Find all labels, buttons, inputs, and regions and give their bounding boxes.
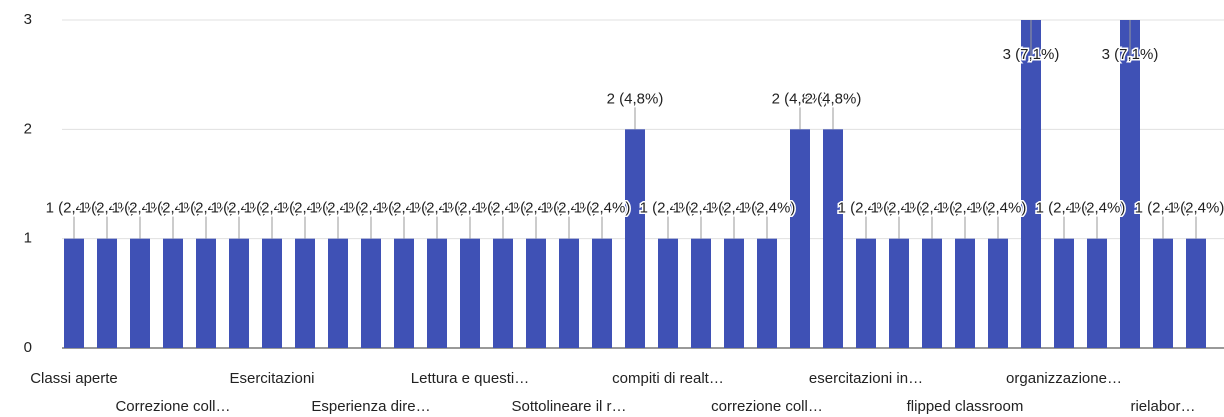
bar	[559, 238, 579, 348]
bar	[1120, 20, 1140, 348]
data-label: 1 (2,4%)	[1036, 200, 1093, 217]
bar	[658, 238, 678, 348]
bar	[196, 238, 216, 348]
x-tick-label: rielabor…	[1130, 398, 1195, 415]
data-label: 1 (2,4%)	[673, 200, 730, 217]
data-label: 1 (2,4%)	[46, 200, 103, 217]
data-label: 1 (2,4%)	[739, 200, 796, 217]
data-label: 2 (4,8%)	[805, 90, 862, 107]
bar	[526, 238, 546, 348]
data-label: 1 (2,4%)	[343, 200, 400, 217]
data-label: 1 (2,4%)	[541, 200, 598, 217]
data-label: 2 (4,8%)	[607, 90, 664, 107]
y-tick-label: 1	[24, 230, 32, 247]
y-tick-label: 2	[24, 120, 32, 137]
x-tick-label: compiti di realt…	[612, 370, 724, 387]
bar	[460, 238, 480, 348]
x-tick-label: Lettura e questi…	[411, 370, 529, 387]
bar	[1087, 238, 1107, 348]
x-tick-label: esercitazioni in…	[809, 370, 923, 387]
data-label: 1 (2,4%)	[838, 200, 895, 217]
data-label: 1 (2,4%)	[640, 200, 697, 217]
data-label: 1 (2,4%)	[211, 200, 268, 217]
x-tick-label: Esperienza dire…	[311, 398, 430, 415]
data-label: 1 (2,4%)	[706, 200, 763, 217]
data-label: 1 (2,4%)	[310, 200, 367, 217]
bar	[724, 238, 744, 348]
data-label: 1 (2,4%)	[574, 200, 631, 217]
bar	[493, 238, 513, 348]
bar	[427, 238, 447, 348]
data-label: 3 (7,1%)	[1003, 46, 1060, 63]
data-label: 1 (2,4%)	[178, 200, 235, 217]
bar	[691, 238, 711, 348]
data-label: 1 (2,4%)	[277, 200, 334, 217]
bar	[757, 238, 777, 348]
bar	[97, 238, 117, 348]
data-label: 2 (4,8%)	[772, 90, 829, 107]
bar	[988, 238, 1008, 348]
data-label: 1 (2,4%)	[937, 200, 994, 217]
bar	[922, 238, 942, 348]
x-tick-label: organizzazione…	[1006, 370, 1122, 387]
bar	[823, 129, 843, 348]
data-label: 3 (7,1%)	[1102, 46, 1159, 63]
bar	[394, 238, 414, 348]
bar	[889, 238, 909, 348]
data-label: 1 (2,4%)	[442, 200, 499, 217]
data-label: 1 (2,4%)	[409, 200, 466, 217]
x-tick-label: Esercitazioni	[229, 370, 314, 387]
bar	[328, 238, 348, 348]
bar	[361, 238, 381, 348]
x-tick-label: flipped classroom	[907, 398, 1024, 415]
bar	[163, 238, 183, 348]
bar	[295, 238, 315, 348]
bar	[1186, 238, 1206, 348]
bar	[130, 238, 150, 348]
bar	[592, 238, 612, 348]
data-label: 1 (2,4%)	[1168, 200, 1224, 217]
data-label: 1 (2,4%)	[970, 200, 1027, 217]
data-label: 1 (2,4%)	[112, 200, 169, 217]
bar	[790, 129, 810, 348]
bar	[262, 238, 282, 348]
data-label: 1 (2,4%)	[1069, 200, 1126, 217]
bar	[229, 238, 249, 348]
bar	[64, 238, 84, 348]
y-tick-label: 0	[24, 339, 32, 356]
data-label: 1 (2,4%)	[376, 200, 433, 217]
data-label: 1 (2,4%)	[871, 200, 928, 217]
x-tick-label: Sottolineare il r…	[511, 398, 626, 415]
bar	[625, 129, 645, 348]
y-tick-label: 3	[24, 11, 32, 28]
x-tick-label: correzione coll…	[711, 398, 823, 415]
bar	[955, 238, 975, 348]
bar	[1153, 238, 1173, 348]
data-label: 1 (2,4%)	[475, 200, 532, 217]
data-label: 1 (2,4%)	[1135, 200, 1192, 217]
data-label: 1 (2,4%)	[145, 200, 202, 217]
bar	[1054, 238, 1074, 348]
x-tick-label: Correzione coll…	[115, 398, 230, 415]
x-tick-label: Classi aperte	[30, 370, 118, 387]
data-label: 1 (2,4%)	[904, 200, 961, 217]
data-label: 1 (2,4%)	[244, 200, 301, 217]
bar	[856, 238, 876, 348]
bar	[1021, 20, 1041, 348]
data-label: 1 (2,4%)	[508, 200, 565, 217]
data-label: 1 (2,4%)	[79, 200, 136, 217]
